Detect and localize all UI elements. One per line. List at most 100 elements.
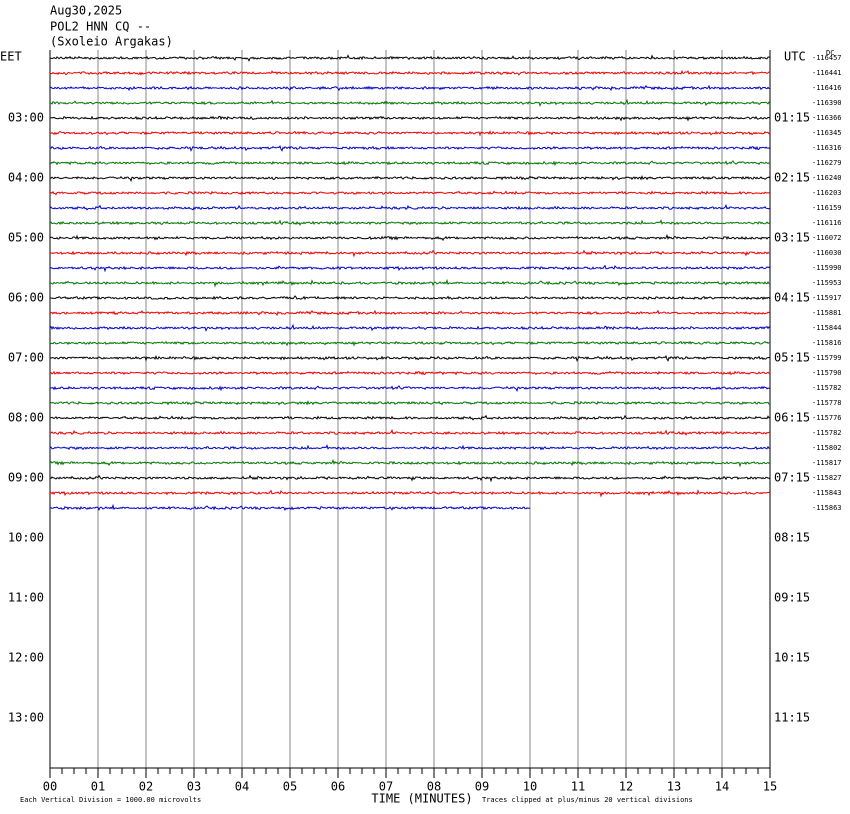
trace [49,249,771,258]
x-tick-label: 04 [235,780,249,794]
dc-offset: -115843 [812,489,842,497]
x-tick-label: 09 [475,780,489,794]
trace [49,203,771,211]
trace [49,474,771,483]
dc-offset: -116441 [812,69,842,77]
trace [49,69,770,76]
x-tick-label: 02 [139,780,153,794]
dc-offset: -115802 [812,444,842,452]
trace [49,144,771,152]
x-tick-label: 13 [667,780,681,794]
dc-offset: -116457 [812,54,842,62]
left-hour-label: 10:00 [8,531,44,545]
trace [49,385,771,393]
trace [49,414,771,421]
left-axis-title: EET [0,50,22,64]
x-axis-title: TIME (MINUTES) [371,792,472,806]
trace [49,264,771,273]
left-hour-label: 09:00 [8,471,44,485]
trace [49,84,770,92]
dc-offset: -116316 [812,144,842,152]
dc-offset: -115782 [812,384,842,392]
left-hour-label: 12:00 [8,651,44,665]
trace [49,190,771,196]
right-axis-title: UTC [784,50,806,64]
x-tick-label: 06 [331,780,345,794]
left-hour-label: 13:00 [8,711,44,725]
left-hour-label: 05:00 [8,231,44,245]
dc-offset: -115817 [812,459,842,467]
trace [49,233,771,242]
dc-offset: -116072 [812,234,842,242]
dc-offset: -115917 [812,294,842,302]
x-tick-label: 15 [763,780,777,794]
dc-offset: -116279 [812,159,842,167]
dc-offset: -116203 [812,189,842,197]
trace [49,503,531,512]
trace [49,354,771,362]
dc-label: DC [826,49,834,57]
dc-offset: -115799 [812,354,842,362]
trace [50,428,771,437]
dc-offset: -115816 [812,339,842,347]
dc-offset: -116159 [812,204,842,212]
left-hour-label: 11:00 [8,591,44,605]
dc-offset: -115790 [812,369,842,377]
dc-offset: -116345 [812,129,842,137]
trace [50,98,771,107]
right-hour-label: 05:15 [774,351,810,365]
x-tick-label: 12 [619,780,633,794]
trace [49,458,771,468]
left-hour-label: 06:00 [8,291,44,305]
x-tick-label: 01 [91,780,105,794]
trace [50,278,771,288]
dc-offset: -116116 [812,219,842,227]
left-hour-label: 03:00 [8,111,44,125]
station: POL2 HNN CQ -- [50,20,151,34]
x-tick-label: 05 [283,780,297,794]
clip-note: Traces clipped at plus/minus 20 vertical… [482,796,693,804]
dc-offset: -115778 [812,399,842,407]
trace [49,115,771,122]
dc-offset: -115776 [812,414,842,422]
right-hour-label: 03:15 [774,231,810,245]
right-hour-label: 01:15 [774,111,810,125]
right-hour-label: 11:15 [774,711,810,725]
date: Aug30,2025 [50,4,122,18]
trace [49,399,770,406]
right-hour-label: 06:15 [774,411,810,425]
dc-offset: -115782 [812,429,842,437]
left-hour-label: 04:00 [8,171,44,185]
site: (Sxoleio Argakas) [50,35,173,49]
trace [49,160,771,167]
dc-offset: -116390 [812,99,842,107]
trace [49,174,771,183]
x-tick-label: 11 [571,780,585,794]
x-tick-label: 10 [523,780,537,794]
x-tick-label: 07 [379,780,393,794]
x-tick-label: 08 [427,780,441,794]
trace [49,489,771,498]
dc-offset: -116416 [812,84,842,92]
trace [50,295,771,301]
trace [49,309,771,317]
trace [49,323,771,332]
trace [49,54,771,62]
dc-offset: -115827 [812,474,842,482]
right-hour-label: 04:15 [774,291,810,305]
dc-offset: -115881 [812,309,842,317]
right-hour-label: 07:15 [774,471,810,485]
trace [49,219,771,227]
trace [49,370,771,376]
left-hour-label: 07:00 [8,351,44,365]
trace [49,340,771,347]
right-hour-label: 09:15 [774,591,810,605]
dc-offset: -116030 [812,249,842,257]
right-hour-label: 02:15 [774,171,810,185]
right-hour-label: 08:15 [774,531,810,545]
trace [49,444,771,451]
left-hour-label: 08:00 [8,411,44,425]
dc-offset: -115953 [812,279,842,287]
dc-offset: -116240 [812,174,842,182]
